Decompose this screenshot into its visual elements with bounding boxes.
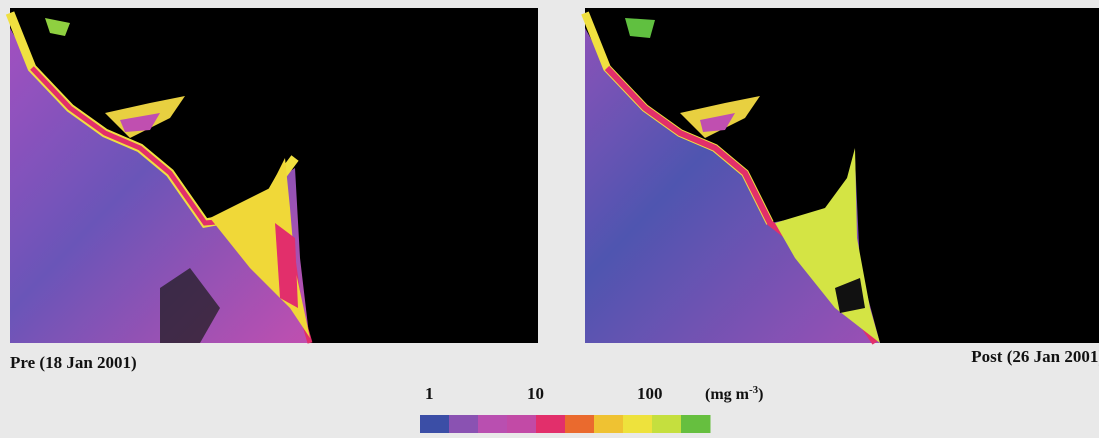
unit-close: )	[758, 386, 763, 403]
colorbar-swatch	[594, 415, 624, 433]
caption-post: Post (26 Jan 2001)	[971, 347, 1099, 366]
colorbar-unit: (mg m-3)	[705, 384, 763, 403]
colorbar-swatch	[449, 415, 479, 433]
colorbar-swatch	[623, 415, 653, 433]
satellite-image-post	[585, 8, 1099, 343]
colorbar-swatch	[681, 415, 711, 433]
colorbar-swatch	[565, 415, 595, 433]
colorbar-swatch	[420, 415, 450, 433]
satellite-image-pre	[10, 8, 538, 343]
colorbar-label: 100	[637, 384, 663, 403]
colorbar-swatch	[652, 415, 682, 433]
unit-text: (mg m	[705, 386, 750, 403]
colorbar-swatch	[507, 415, 537, 433]
colorbar-swatch	[478, 415, 508, 433]
figure: Pre (18 Jan 2001) Post (26 Jan 2001) 1 10…	[0, 0, 1099, 433]
colorbar: 1 10 100 (mg m-3)	[420, 384, 763, 433]
colorbar-label: 1	[425, 384, 434, 403]
caption-pre: Pre (18 Jan 2001)	[10, 353, 137, 372]
page: {"panels": [{"caption": "Pre (18 Jan 200…	[0, 0, 1099, 433]
colorbar-swatch	[536, 415, 566, 433]
colorbar-label: 10	[527, 384, 544, 403]
